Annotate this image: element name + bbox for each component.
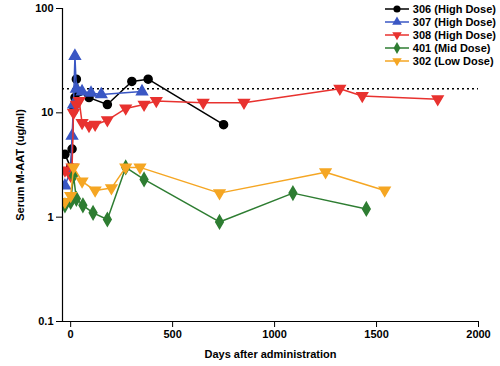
svg-text:0.1: 0.1: [38, 315, 53, 327]
html-text:308 (High Dose): 308 (High Dose): [412, 28, 496, 41]
html-text:306 (High Dose): 306 (High Dose): [412, 2, 496, 15]
svg-text:1: 1: [47, 211, 53, 223]
html-text:307 (High Dose): 307 (High Dose): [412, 15, 496, 28]
svg-text:1500: 1500: [364, 328, 388, 340]
svg-text:Serum M-AAT (ug/ml): Serum M-AAT (ug/ml): [14, 109, 26, 221]
svg-text:1000: 1000: [262, 328, 286, 340]
html-text:302 (Low Dose): 302 (Low Dose): [412, 54, 494, 67]
svg-text:10: 10: [41, 106, 53, 118]
html-text:401 (Mid Dose): 401 (Mid Dose): [412, 41, 491, 54]
svg-text:2000: 2000: [466, 328, 490, 340]
svg-text:100: 100: [35, 2, 53, 14]
svg-text:Days after administration: Days after administration: [204, 348, 336, 360]
svg-text:500: 500: [163, 328, 181, 340]
svg-text:0: 0: [68, 328, 74, 340]
